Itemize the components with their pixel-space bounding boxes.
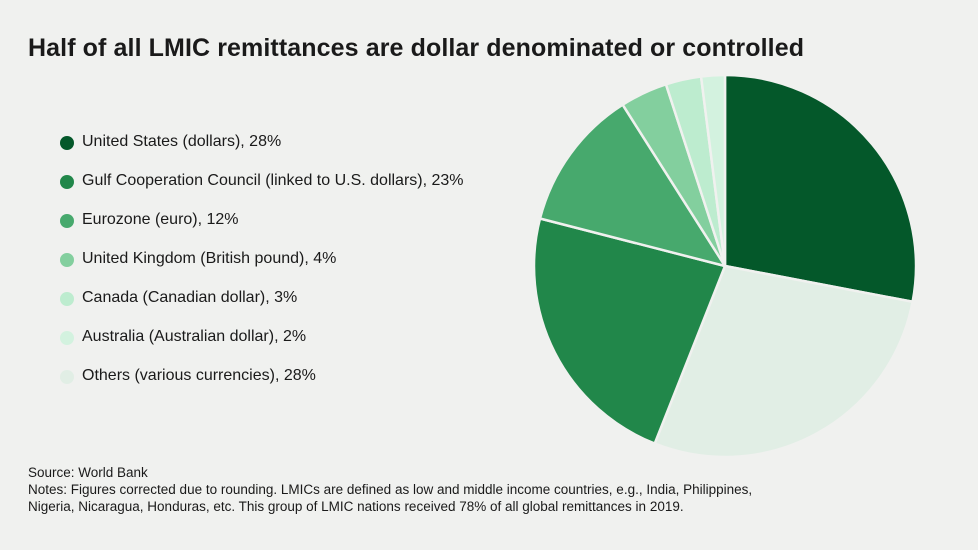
notes-line-1: Notes: Figures corrected due to rounding… <box>28 482 753 497</box>
legend-label: Eurozone (euro), 12% <box>82 211 239 228</box>
legend-swatch <box>60 370 74 384</box>
chart-title: Half of all LMIC remittances are dollar … <box>28 34 805 62</box>
legend-label: Gulf Cooperation Council (linked to U.S.… <box>82 172 464 189</box>
footer: Source: World Bank Notes: Figures correc… <box>28 464 948 515</box>
source-text: Source: World Bank <box>28 465 148 480</box>
legend-swatch <box>60 214 74 228</box>
legend-label: United States (dollars), 28% <box>82 133 282 150</box>
pie-slice <box>699 73 727 268</box>
pie-slice <box>532 217 727 445</box>
legend-item: Australia (Australian dollar), 2% <box>60 328 464 367</box>
legend-label: Canada (Canadian dollar), 3% <box>82 289 298 306</box>
legend-label: Others (various currencies), 28% <box>82 367 316 384</box>
legend-swatch <box>60 136 74 150</box>
pie-chart <box>532 73 918 459</box>
legend-swatch <box>60 331 74 345</box>
legend-swatch <box>60 292 74 306</box>
legend-item: Gulf Cooperation Council (linked to U.S.… <box>60 172 464 211</box>
notes-line-2: Nigeria, Nicaragua, Honduras, etc. This … <box>28 499 684 514</box>
legend-swatch <box>60 175 74 189</box>
legend-item: Canada (Canadian dollar), 3% <box>60 289 464 328</box>
pie-slice <box>653 264 914 459</box>
pie-slice <box>723 73 918 304</box>
pie-slice <box>538 103 727 268</box>
legend-item: United States (dollars), 28% <box>60 133 464 172</box>
legend-swatch <box>60 253 74 267</box>
legend-label: United Kingdom (British pound), 4% <box>82 250 337 267</box>
legend-item: Eurozone (euro), 12% <box>60 211 464 250</box>
legend: United States (dollars), 28% Gulf Coopera… <box>60 133 464 406</box>
legend-item: Others (various currencies), 28% <box>60 367 464 406</box>
legend-label: Australia (Australian dollar), 2% <box>82 328 307 345</box>
legend-item: United Kingdom (British pound), 4% <box>60 250 464 289</box>
